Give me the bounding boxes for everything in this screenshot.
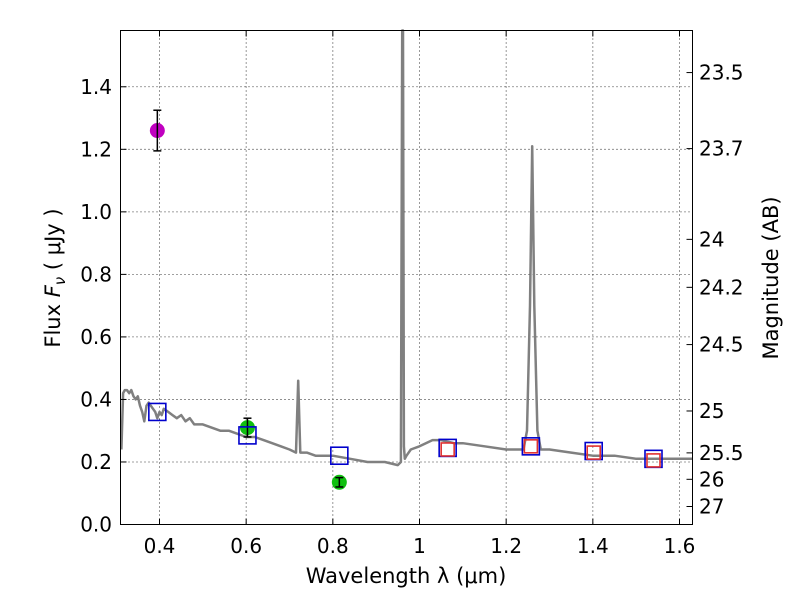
y-axis-label: Flux Fν ( μJy ) [41, 208, 69, 347]
observed-photometry-square [586, 445, 602, 460]
magnitude-axis-label: Magnitude (AB) [759, 196, 783, 359]
y-tick-label: 0.4 [80, 387, 112, 411]
y-tick-label: 0.2 [80, 450, 112, 474]
magnitude-tick-label: 24.5 [699, 333, 744, 357]
gridlines [120, 30, 693, 525]
x-tick-label: 1.6 [664, 534, 696, 558]
magnitude-tick-label: 27 [699, 495, 724, 519]
x-tick-label: 1.2 [490, 534, 522, 558]
magnitude-tick-label: 24.2 [699, 275, 744, 299]
x-tick-label: 0.6 [230, 534, 262, 558]
observed-photometry-square [523, 439, 539, 454]
y-tick-label: 1.0 [80, 200, 112, 224]
magnitude-tick-label: 26 [699, 467, 724, 491]
magnitude-tick-label: 25 [699, 399, 724, 423]
data-series [120, 29, 693, 490]
plot-frame [120, 30, 693, 525]
model-photometry-square [148, 402, 167, 422]
model-photometry-square [238, 426, 257, 445]
spectrum-line [120, 29, 693, 467]
magnitude-tick-label: 24 [699, 227, 724, 251]
x-tick-label: 1 [413, 534, 426, 558]
model-photometry-square [330, 446, 349, 466]
y-tick-label: 0.6 [80, 325, 112, 349]
magnitude-tick-label: 23.5 [699, 61, 744, 85]
x-tick-label: 1.4 [577, 534, 609, 558]
y-tick-label: 1.2 [80, 137, 112, 161]
x-tick-label: 0.4 [144, 534, 176, 558]
y-axis-ticks: 0.0 0.2 0.4 0.6 0.8 1.0 1.2 1.4 [80, 75, 127, 537]
y-tick-label: 1.4 [80, 75, 112, 99]
magnitude-tick-label: 25.5 [699, 441, 744, 465]
x-tick-label: 0.8 [317, 534, 349, 558]
observed-photometry-square [440, 442, 455, 457]
model-photometry-square [521, 437, 541, 456]
x-axis-ticks: 0.4 0.6 0.8 1 1.2 1.4 1.6 [144, 30, 696, 558]
observed-photometry-square [646, 453, 661, 468]
magnitude-axis-ticks: 23.5 23.7 24 24.2 24.5 25 25.526 27 [686, 61, 744, 519]
y-tick-label: 0.0 [80, 513, 112, 537]
y-tick-label: 0.8 [80, 262, 112, 286]
magnitude-tick-label: 23.7 [699, 137, 744, 161]
x-axis-label: Wavelength λ (μm) [306, 564, 507, 588]
